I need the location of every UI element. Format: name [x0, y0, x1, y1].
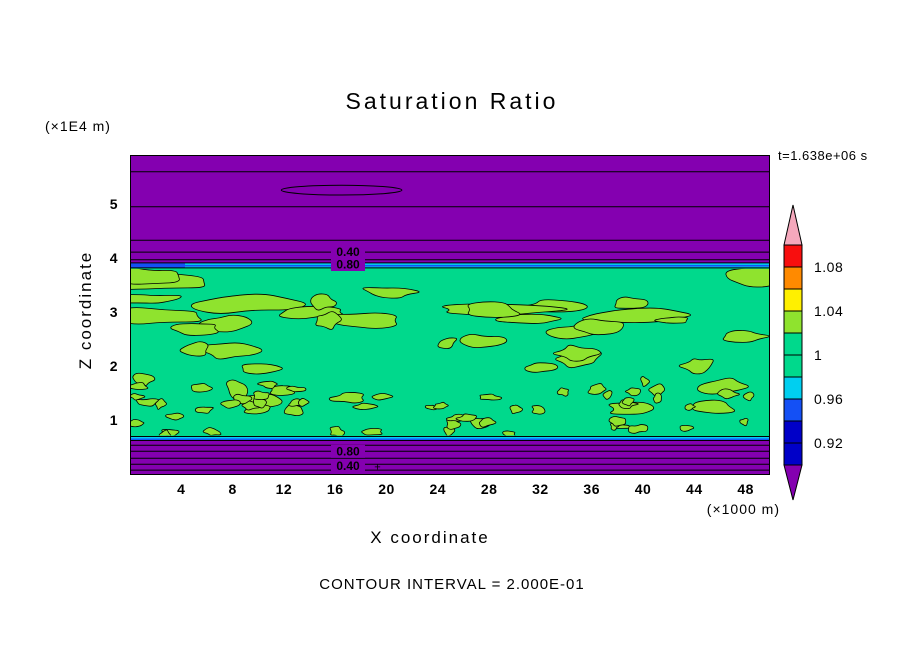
contour-interval-label: CONTOUR INTERVAL = 2.000E-01: [319, 576, 585, 593]
colorbar-tick-label: 1: [814, 347, 822, 363]
colorbar-segment: [783, 420, 803, 444]
y-tick-label: 4: [109, 250, 118, 267]
x-tick-label: 32: [532, 481, 549, 497]
chart-title: Saturation Ratio: [345, 88, 559, 114]
colorbar: 1.08 1.04 1 0.96 0.92: [783, 204, 843, 501]
x-tick-label: 16: [326, 481, 344, 497]
x-tick-label: 12: [275, 481, 293, 497]
x-tick-label: 24: [429, 481, 447, 497]
top-blue-patch: [130, 262, 185, 268]
y-tick-label: 2: [109, 358, 118, 375]
x-tick-label: 44: [686, 481, 703, 497]
contour-marker: +: [374, 461, 380, 473]
x-tick-label: 40: [634, 481, 652, 497]
x-axis-title: X coordinate: [370, 528, 490, 547]
y-tick-label: 1: [109, 412, 118, 429]
colorbar-segment: [783, 376, 803, 400]
x-tick-label: 4: [177, 481, 186, 497]
colorbar-tick-label: 1.04: [814, 303, 843, 319]
closed-contour: [280, 184, 403, 196]
colorbar-segment: [783, 442, 803, 466]
x-tick-label: 36: [583, 481, 600, 497]
x-tick-label: 20: [378, 481, 395, 497]
contour-plot-area: 0.400.800.800.40 +: [130, 155, 770, 475]
x-tick-label: 48: [737, 481, 754, 497]
x-axis-unit-label: (×1000 m): [706, 501, 780, 517]
top-blue-line: [130, 264, 770, 267]
colorbar-segment: [783, 244, 803, 268]
colorbar-bottom-arrow: [783, 464, 803, 501]
timestamp-label: t=1.638e+06 s: [778, 148, 868, 163]
contour-label: 0.80: [336, 444, 360, 458]
contour-label: 0.40: [336, 459, 360, 473]
y-tick-label: 3: [109, 304, 118, 321]
y-axis-unit-label: (×1E4 m): [45, 118, 111, 134]
contour-label: 0.80: [336, 258, 360, 272]
colorbar-segment: [783, 354, 803, 378]
colorbar-segment: [783, 398, 803, 422]
y-tick-label: 5: [109, 196, 118, 213]
x-tick-label: 28: [480, 481, 498, 497]
colorbar-top-arrow: [783, 204, 803, 246]
colorbar-tick-label: 0.96: [814, 391, 843, 407]
contour-label: 0.40: [336, 245, 360, 259]
x-tick-label: 8: [228, 481, 237, 497]
colorbar-segment: [783, 332, 803, 356]
colorbar-segment: [783, 310, 803, 334]
bottom-blue-line: [130, 438, 770, 440]
colorbar-tick-label: 1.08: [814, 259, 843, 275]
colorbar-segment: [783, 266, 803, 290]
colorbar-tick-label: 0.92: [814, 435, 843, 451]
supersaturated-patches: [130, 268, 770, 436]
colorbar-segment: [783, 288, 803, 312]
